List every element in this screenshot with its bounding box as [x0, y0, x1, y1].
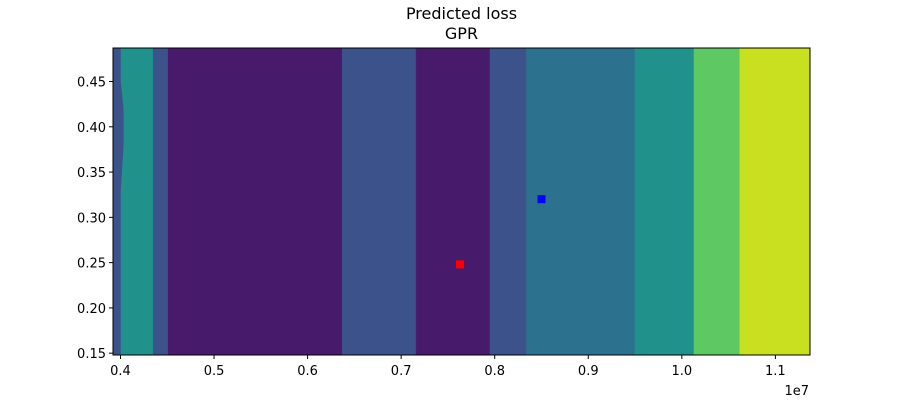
y-tick-label: 0.25 — [77, 257, 106, 272]
x-tick-label: 0.9 — [578, 364, 599, 379]
contour-region-6 — [489, 48, 527, 355]
x-tick-label: 1.1 — [765, 364, 786, 379]
x-tick-label: 0.4 — [110, 364, 131, 379]
contour-region-7 — [526, 48, 636, 355]
x-tick-label: 0.6 — [297, 364, 318, 379]
x-tick-label: 0.5 — [204, 364, 225, 379]
plot-frame — [112, 47, 811, 356]
y-axis: 0.15 0.20 0.25 0.30 0.35 0.40 0.45 — [77, 76, 113, 362]
contour-region-8 — [634, 48, 695, 355]
x-axis-offset-label: 1e7 — [784, 384, 809, 399]
contour-region-1 — [113, 48, 124, 355]
contour-region-9 — [693, 48, 741, 355]
contour-regions — [113, 48, 810, 355]
markers-layer — [456, 195, 546, 269]
contour-region-2 — [152, 48, 169, 355]
y-tick-label: 0.45 — [77, 76, 106, 91]
marker-red — [456, 260, 465, 269]
x-tick-label: 1.0 — [671, 364, 692, 379]
y-tick-label: 0.30 — [77, 211, 106, 226]
x-axis: 0.4 0.5 0.6 0.7 0.8 0.9 1.0 1.1 — [110, 355, 786, 379]
y-tick-label: 0.40 — [77, 121, 106, 136]
x-tick-label: 0.8 — [484, 364, 505, 379]
x-tick-label: 0.7 — [391, 364, 412, 379]
chart-subtitle: GPR — [444, 24, 479, 43]
contour-region-3 — [167, 48, 343, 355]
contour-region-4 — [341, 48, 417, 355]
marker-blue — [537, 195, 546, 204]
chart-title: Predicted loss — [405, 4, 518, 23]
y-tick-label: 0.35 — [77, 166, 106, 181]
contour-region-10 — [739, 48, 810, 355]
contour-region-5 — [415, 48, 491, 355]
y-tick-label: 0.15 — [77, 347, 106, 362]
y-tick-label: 0.20 — [77, 302, 106, 317]
